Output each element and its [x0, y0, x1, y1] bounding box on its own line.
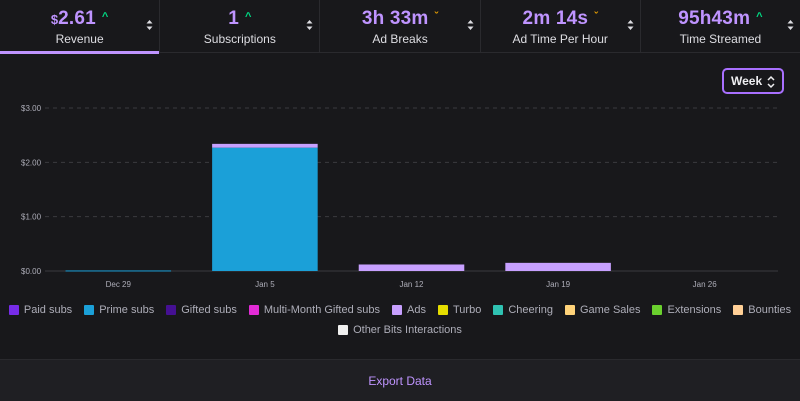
period-select[interactable]: Week: [722, 68, 784, 94]
chevron-updown-icon: [767, 75, 775, 94]
x-tick-label: Jan 26: [693, 280, 718, 289]
legend-label: Turbo: [452, 304, 482, 316]
kpi-value: 2.61: [58, 8, 96, 29]
x-tick-label: Dec 29: [106, 280, 132, 289]
kpi-value-row: 3h 33m ˇ: [320, 8, 479, 30]
legend-row: Paid subs Prime subs Gifted subs Multi-Mont…: [0, 300, 800, 320]
bar-prime-subs[interactable]: [65, 270, 172, 272]
kpi-value-row: 95h43m ^: [641, 8, 800, 30]
trend-up-icon: ^: [244, 11, 252, 23]
legend-item[interactable]: Prime subs: [84, 304, 154, 316]
bar-ads[interactable]: [505, 262, 611, 271]
legend-label: Gifted subs: [181, 304, 237, 316]
legend-label: Ads: [407, 304, 426, 316]
legend-item[interactable]: Extensions: [652, 304, 721, 316]
kpi-tile-subscriptions[interactable]: 1 ^ Subscriptions: [160, 0, 321, 53]
legend-label: Cheering: [508, 304, 553, 316]
kpi-label: Ad Time Per Hour: [512, 32, 608, 46]
sort-icon[interactable]: [306, 18, 313, 32]
legend-item[interactable]: Gifted subs: [166, 304, 237, 316]
legend-label: Paid subs: [23, 304, 73, 316]
sort-icon[interactable]: [467, 18, 474, 32]
kpi-value: 2m 14s: [522, 8, 589, 29]
legend-label: Other Bits Interactions: [353, 324, 462, 336]
legend-item[interactable]: Paid subs: [8, 304, 73, 316]
sort-icon[interactable]: [627, 18, 634, 32]
legend-label: Multi-Month Gifted subs: [263, 304, 381, 316]
sort-icon[interactable]: [787, 18, 794, 32]
legend-label: Game Sales: [579, 304, 641, 316]
legend-item[interactable]: Ads: [392, 304, 426, 316]
legend-item[interactable]: Game Sales: [564, 304, 641, 316]
legend-swatch: [338, 325, 349, 335]
y-tick-label: $3.00: [21, 104, 42, 113]
kpi-tile-time-streamed[interactable]: 95h43m ^ Time Streamed: [641, 0, 800, 53]
kpi-label: Subscriptions: [203, 32, 276, 46]
legend-swatch: [564, 305, 575, 315]
revenue-chart-panel: Week $0.00 $1.00 $2.00 $3.00 Dec 29 Jan 5 Jan …: [0, 54, 800, 359]
y-tick-label: $2.00: [21, 158, 42, 167]
chart-legend: Paid subs Prime subs Gifted subs Multi-Mont…: [0, 300, 800, 340]
kpi-value: 3h 33m: [361, 8, 429, 29]
legend-item[interactable]: Cheering: [493, 304, 553, 316]
footer-bar: Export Data: [0, 359, 800, 401]
kpi-label: Revenue: [55, 32, 104, 46]
kpi-label: Time Streamed: [679, 32, 762, 46]
legend-swatch: [166, 305, 177, 315]
stacked-bar-chart: $0.00 $1.00 $2.00 $3.00 Dec 29 Jan 5 Jan 12 Jan…: [21, 104, 778, 289]
legend-item[interactable]: Other Bits Interactions: [338, 324, 462, 336]
legend-swatch: [652, 305, 663, 315]
kpi-tile-revenue[interactable]: $2.61 ^ Revenue: [0, 0, 161, 54]
export-data-button[interactable]: Export Data: [368, 373, 432, 388]
bar-ads[interactable]: [212, 143, 318, 148]
legend-swatch: [733, 305, 744, 315]
kpi-value-row: 2m 14s ˇ: [481, 8, 640, 30]
legend-swatch: [493, 305, 504, 315]
legend-row: Other Bits Interactions: [0, 320, 800, 340]
kpi-currency-symbol: $: [50, 12, 59, 27]
trend-down-icon: ˇ: [434, 11, 439, 23]
kpi-tile-ad-time-per-hour[interactable]: 2m 14s ˇ Ad Time Per Hour: [481, 0, 641, 53]
kpi-value: 1: [228, 8, 239, 29]
legend-swatch: [8, 305, 19, 315]
bar-prime-subs[interactable]: [212, 147, 318, 271]
kpi-value-row: $2.61 ^: [0, 8, 159, 30]
x-tick-label: Jan 5: [255, 280, 275, 289]
period-select-value: Week: [731, 74, 763, 88]
sort-icon[interactable]: [146, 18, 153, 32]
bar-ads[interactable]: [358, 264, 465, 271]
kpi-tile-ad-breaks[interactable]: 3h 33m ˇ Ad Breaks: [320, 0, 481, 53]
legend-item[interactable]: Bounties: [733, 304, 791, 316]
x-tick-label: Jan 12: [399, 280, 424, 289]
y-tick-label: $1.00: [21, 213, 42, 222]
legend-swatch: [248, 305, 259, 315]
legend-swatch: [392, 305, 403, 315]
legend-label: Bounties: [748, 304, 792, 316]
kpi-strip: $2.61 ^ Revenue 1 ^ Subscriptions 3h 33m ˇ Ad Br…: [0, 0, 800, 54]
legend-label: Extensions: [667, 304, 722, 316]
legend-item[interactable]: Multi-Month Gifted subs: [248, 304, 381, 316]
legend-swatch: [84, 305, 95, 315]
kpi-value-row: 1 ^: [160, 8, 319, 30]
legend-swatch: [437, 305, 448, 315]
legend-label: Prime subs: [99, 304, 155, 316]
trend-down-icon: ˇ: [594, 11, 598, 23]
trend-up-icon: ^: [756, 11, 763, 23]
y-tick-label: $0.00: [21, 267, 42, 276]
kpi-label: Ad Breaks: [372, 32, 428, 46]
legend-item[interactable]: Turbo: [437, 304, 482, 316]
trend-up-icon: ^: [101, 11, 109, 23]
kpi-value: 95h43m: [678, 8, 751, 29]
x-tick-label: Jan 19: [546, 280, 571, 289]
